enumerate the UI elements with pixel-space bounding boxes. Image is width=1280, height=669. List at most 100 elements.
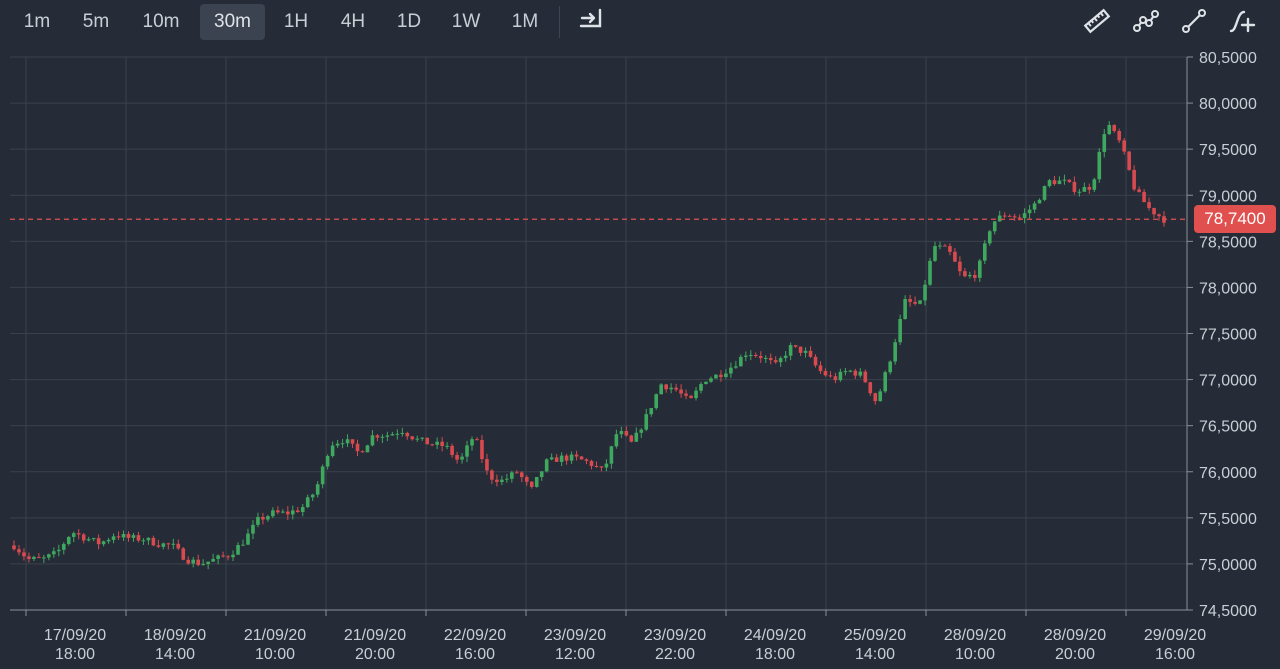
candle-body — [375, 435, 380, 438]
candle-body — [729, 367, 733, 374]
candle-body — [42, 557, 46, 559]
candle-body — [1137, 189, 1141, 192]
candle-body — [744, 355, 748, 357]
candle-body — [1132, 169, 1136, 190]
candle-body — [848, 370, 853, 372]
candle-body — [828, 375, 833, 377]
candle-body — [166, 543, 171, 545]
candle-body — [948, 246, 952, 252]
candle-body — [933, 246, 937, 261]
y-tick-label: 78,5000 — [1199, 234, 1257, 251]
candle-body — [982, 243, 987, 261]
candle-body — [689, 395, 693, 399]
candle-body — [1072, 181, 1077, 192]
candle-body — [440, 441, 444, 447]
candle-body — [704, 381, 708, 385]
candle-body — [719, 374, 723, 378]
x-tick-time: 20:00 — [355, 646, 395, 663]
candle-body — [191, 559, 196, 564]
candle-body — [978, 260, 982, 278]
multi-point-line-icon[interactable] — [1131, 6, 1161, 36]
candle-body — [1127, 151, 1131, 170]
candle-body — [818, 365, 823, 372]
candle-body — [340, 443, 345, 445]
candle-body — [151, 537, 156, 546]
candle-body — [953, 251, 957, 262]
timeframe-1w-button[interactable]: 1W — [451, 11, 481, 32]
candle-body — [604, 463, 609, 468]
trend-line-icon[interactable] — [1179, 6, 1209, 36]
candle-body — [763, 357, 768, 359]
candle-body — [370, 435, 375, 446]
candle-body — [295, 510, 300, 513]
candle-body — [505, 478, 509, 480]
candle-body — [574, 454, 579, 457]
candle-body — [395, 433, 400, 435]
candle-body — [883, 372, 888, 392]
x-tick-date: 28/09/20 — [944, 627, 1006, 644]
candle-body — [1107, 125, 1112, 135]
candle-body — [385, 435, 390, 437]
candle-body — [758, 356, 763, 359]
candle-body — [793, 345, 798, 347]
candle-body — [928, 260, 932, 285]
candle-body — [1057, 180, 1062, 185]
candle-body — [589, 460, 594, 466]
timeframe-30m-button[interactable]: 30m — [200, 4, 265, 40]
x-tick-date: 25/09/20 — [844, 627, 906, 644]
candle-body — [539, 471, 544, 478]
candle-body — [529, 481, 534, 487]
candle-body — [345, 439, 350, 444]
x-tick-date: 22/09/20 — [444, 627, 506, 644]
candle-body — [131, 535, 136, 538]
ruler-icon[interactable] — [1082, 6, 1112, 36]
candle-body — [803, 350, 808, 353]
candle-body — [1022, 213, 1027, 219]
timeframe-1m-button[interactable]: 1M — [511, 11, 539, 32]
add-indicator-icon[interactable] — [1227, 6, 1257, 36]
candle-body — [390, 434, 395, 436]
timeframe-4h-button[interactable]: 4H — [340, 11, 366, 32]
candle-body — [639, 429, 644, 433]
y-tick-label: 78,0000 — [1199, 280, 1257, 297]
x-tick-time: 14:00 — [155, 646, 195, 663]
candle-body — [724, 373, 728, 378]
candle-body — [918, 300, 922, 304]
candle-body — [973, 274, 977, 278]
candle-body — [559, 455, 564, 462]
candle-body — [480, 439, 484, 460]
candle-body — [510, 472, 514, 479]
y-tick-label: 79,5000 — [1199, 142, 1257, 159]
candle-body — [1042, 186, 1047, 200]
go-to-latest-icon[interactable] — [577, 6, 607, 36]
x-tick-date: 21/09/20 — [244, 627, 306, 644]
candle-body — [91, 538, 96, 540]
candle-body — [470, 439, 474, 446]
timeframe-1d-button[interactable]: 1D — [396, 11, 422, 32]
x-tick-time: 22:00 — [655, 646, 695, 663]
candle-body — [206, 561, 210, 565]
candle-body — [699, 384, 703, 391]
timeframe-5m-button[interactable]: 5m — [82, 11, 110, 32]
candle-body — [1152, 208, 1156, 215]
candle-body — [1017, 217, 1022, 219]
x-tick-time: 18:00 — [755, 646, 795, 663]
candle-body — [853, 370, 858, 376]
candle-body — [156, 545, 161, 547]
candle-body — [629, 435, 634, 442]
timeframe-10m-button[interactable]: 10m — [142, 11, 180, 32]
x-tick-time: 20:00 — [1055, 646, 1095, 663]
x-tick-date: 24/09/20 — [744, 627, 806, 644]
x-tick-time: 18:00 — [55, 646, 95, 663]
candle-body — [694, 390, 698, 399]
candle-body — [958, 261, 962, 272]
candle-body — [256, 516, 260, 525]
candle-body — [1122, 140, 1126, 152]
candle-body — [1047, 180, 1052, 187]
timeframe-1h-button[interactable]: 1H — [283, 11, 309, 32]
candle-body — [196, 559, 200, 565]
candle-body — [778, 358, 783, 363]
candle-body — [987, 231, 992, 244]
timeframe-1m-button[interactable]: 1m — [23, 11, 51, 32]
